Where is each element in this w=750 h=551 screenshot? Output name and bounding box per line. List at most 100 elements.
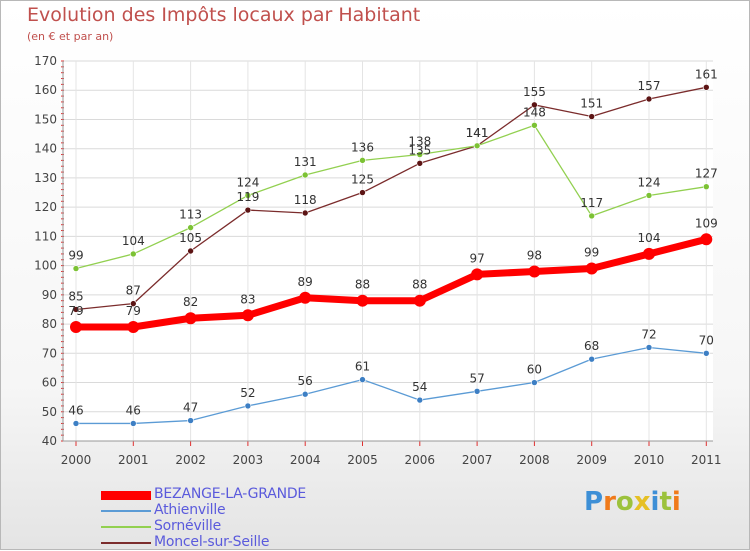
data-label: 47	[183, 401, 198, 415]
data-point	[244, 192, 252, 199]
data-point	[643, 247, 655, 260]
x-tick-label: 2004	[290, 453, 321, 467]
data-label: 87	[126, 284, 141, 298]
data-label: 135	[408, 143, 431, 157]
legend-swatch	[101, 542, 151, 544]
x-tick-label: 2006	[405, 453, 436, 467]
data-label: 157	[638, 79, 661, 93]
data-point	[531, 122, 538, 129]
data-label: 113	[179, 208, 202, 222]
data-label: 54	[412, 380, 427, 394]
data-label: 151	[580, 97, 603, 111]
data-label: 141	[466, 126, 489, 140]
series-line	[72, 235, 710, 331]
y-tick-label: 80	[42, 317, 57, 331]
data-point	[130, 300, 137, 307]
data-label: 119	[236, 190, 259, 204]
data-label: 88	[355, 278, 370, 292]
data-point	[301, 390, 309, 398]
data-label: 46	[68, 403, 83, 417]
logo-letter: x	[633, 487, 651, 517]
legend-swatch	[101, 490, 151, 500]
data-point	[72, 420, 80, 427]
x-tick-label: 2001	[118, 453, 149, 467]
axis-layer: 40 50 60 70 80 90 100 110 120 130 140 150 160 170 2000…	[34, 54, 721, 467]
y-tick-label: 70	[42, 346, 57, 360]
y-tick-label: 120	[34, 200, 57, 214]
data-point	[702, 350, 710, 357]
data-label: 72	[641, 327, 656, 341]
data-label: 131	[294, 155, 317, 169]
chart-subtitle: (en € et par an)	[27, 30, 114, 43]
series-line	[75, 346, 707, 425]
data-point	[301, 209, 309, 217]
data-label: 161	[695, 67, 718, 81]
data-label: 68	[584, 339, 599, 353]
legend-swatch	[101, 510, 151, 512]
data-point	[471, 268, 484, 281]
data-point	[359, 376, 366, 383]
x-tick-label: 2008	[519, 453, 550, 467]
data-point	[585, 262, 598, 275]
data-label: 83	[240, 292, 255, 306]
data-label: 52	[240, 386, 255, 400]
data-label: 56	[298, 374, 313, 388]
data-point	[645, 95, 653, 103]
data-point	[413, 294, 426, 307]
legend-label: BEZANGE-LA-GRANDE	[154, 486, 307, 502]
data-point	[72, 306, 80, 313]
legend-label: Sornéville	[154, 518, 222, 534]
data-point	[531, 101, 538, 109]
chart-title: Evolution des Impôts locaux par Habitant	[27, 4, 421, 26]
data-label: 127	[695, 167, 718, 181]
data-label: 138	[408, 135, 431, 149]
data-label: 124	[638, 175, 661, 189]
x-tick-label: 2005	[347, 453, 378, 467]
data-point	[473, 142, 481, 150]
data-point	[528, 265, 541, 278]
data-label: 70	[699, 333, 714, 347]
data-label-layer: 79 79 82 83 89 88 88 97 98 99 104 109 46 46 47 52 56 61 54…	[68, 67, 717, 417]
x-tick-label: 2002	[175, 453, 206, 467]
y-tick-label: 130	[34, 171, 57, 185]
data-label: 57	[469, 371, 484, 385]
data-label: 141	[466, 126, 489, 140]
y-tick-label: 60	[42, 376, 57, 390]
data-point	[588, 113, 596, 120]
legend-label: Moncel-sur-Seille	[154, 534, 270, 550]
data-label: 97	[469, 251, 484, 265]
y-tick-label: 150	[34, 112, 57, 126]
data-point	[187, 224, 194, 231]
proxiti-logo: Proxiti	[584, 487, 681, 517]
y-tick-label: 170	[34, 54, 57, 68]
logo-letter: i	[650, 487, 660, 517]
logo-letter: P	[584, 487, 604, 517]
logo-letter: t	[659, 487, 672, 517]
x-tick-label: 2003	[233, 453, 264, 467]
data-label: 109	[695, 216, 718, 230]
data-point	[359, 189, 366, 196]
data-point	[130, 420, 137, 427]
y-tick-label: 140	[34, 142, 57, 156]
data-point	[702, 183, 710, 190]
y-tick-label: 40	[42, 434, 57, 448]
y-tick-label: 160	[34, 83, 57, 97]
series-line	[75, 86, 707, 311]
x-tick-label: 2007	[462, 453, 493, 467]
data-label: 89	[298, 275, 313, 289]
data-point	[416, 160, 424, 167]
data-point	[301, 171, 309, 179]
data-label: 46	[126, 403, 141, 417]
y-tick-label: 50	[42, 405, 57, 419]
logo-letter: o	[615, 487, 634, 517]
data-point	[244, 206, 252, 214]
series-line	[75, 124, 707, 270]
data-point	[700, 233, 713, 246]
data-point	[184, 312, 197, 325]
data-label: 124	[236, 175, 259, 189]
data-point	[416, 151, 424, 158]
data-point	[72, 265, 80, 272]
series-1	[72, 344, 710, 427]
data-label: 98	[527, 248, 542, 262]
data-label: 79	[126, 304, 141, 318]
